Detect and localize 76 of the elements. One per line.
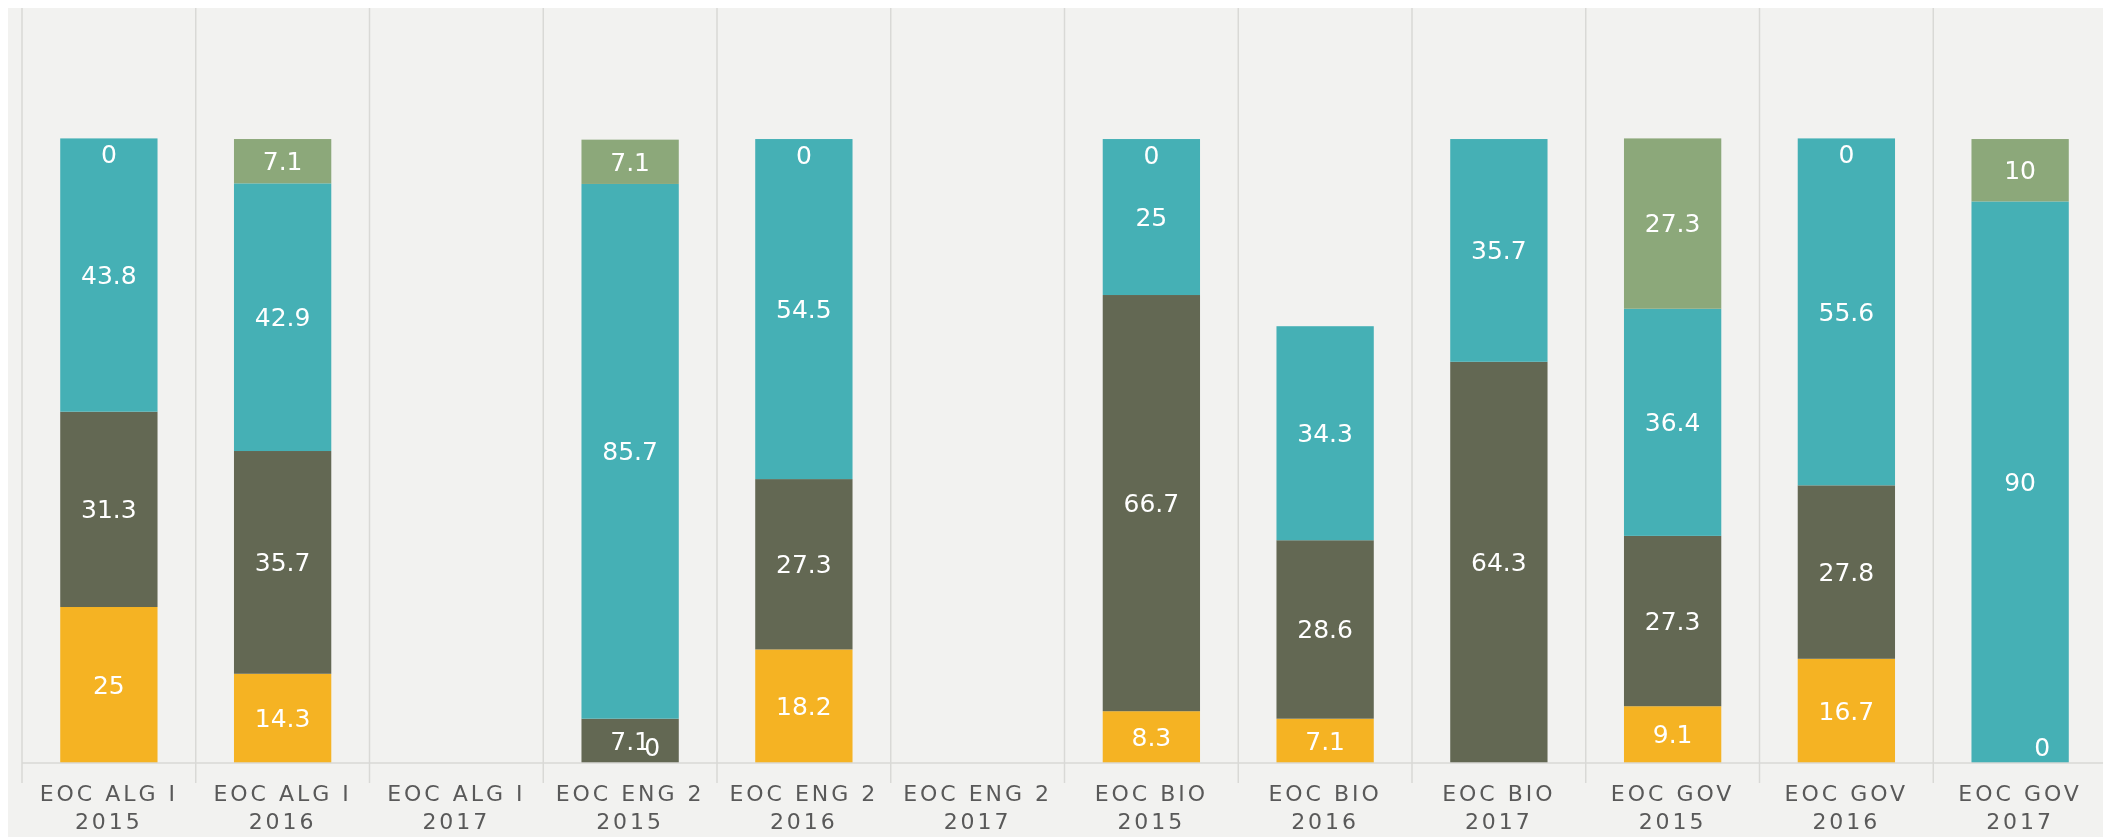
data-label: 28.6 — [1297, 615, 1353, 645]
bar — [60, 138, 158, 412]
data-label: 0 — [1143, 140, 1160, 170]
bar — [233, 183, 332, 452]
data-label: 90 — [2004, 467, 2037, 497]
x-tick-label: EOC ALG I 2015 — [39, 781, 179, 834]
bar — [581, 183, 679, 719]
bar — [233, 673, 332, 763]
bar — [1797, 138, 1896, 486]
bar — [60, 607, 158, 763]
data-label: 25 — [92, 670, 125, 700]
x-tick-label: EOC ENG 2 2016 — [729, 781, 879, 834]
data-label: 0 — [1838, 140, 1855, 170]
x-tick-label: EOC ALG I 2017 — [387, 781, 526, 834]
data-label: 16.7 — [1818, 696, 1875, 726]
bar — [1450, 139, 1548, 362]
bar — [755, 139, 853, 480]
bar — [1623, 308, 1722, 536]
bar — [1102, 711, 1201, 763]
data-label: 7.1 — [262, 146, 303, 176]
bar — [1623, 706, 1722, 763]
data-label: 27.3 — [776, 550, 832, 580]
data-label: 85.7 — [602, 437, 658, 467]
data-label: 8.3 — [1131, 722, 1172, 752]
data-label: 36.4 — [1644, 408, 1701, 438]
bar — [1971, 201, 2069, 763]
bar — [755, 649, 853, 763]
data-label: 27.3 — [1644, 606, 1701, 636]
x-tick-label: EOC BIO 2017 — [1442, 781, 1556, 834]
data-label: 54.5 — [776, 294, 832, 324]
bar — [1102, 295, 1201, 712]
x-tick-label: EOC GOV 2015 — [1610, 781, 1735, 834]
bar — [755, 479, 853, 650]
x-tick-label: EOC GOV 2017 — [1958, 781, 2082, 834]
data-label: 42.9 — [254, 302, 311, 332]
bar — [1276, 540, 1374, 719]
bar — [1450, 361, 1548, 763]
data-label: 7.1 — [610, 147, 651, 177]
annotation: 0 — [2034, 732, 2051, 762]
bar — [1797, 485, 1896, 659]
bar — [1102, 139, 1201, 296]
bar — [1276, 326, 1374, 541]
data-label: 0 — [100, 140, 117, 170]
bar — [1623, 535, 1722, 707]
data-label: 35.7 — [254, 548, 311, 578]
bar — [233, 451, 332, 674]
bar — [1276, 718, 1374, 763]
x-tick-label: EOC ENG 2 2015 — [555, 781, 705, 834]
x-tick-label: EOC GOV 2016 — [1784, 781, 1909, 834]
x-tick-label: EOC ENG 2 2017 — [903, 781, 1053, 834]
data-label: 27.8 — [1818, 557, 1875, 587]
bar — [581, 139, 679, 184]
data-label: 10 — [2004, 155, 2037, 185]
x-tick-label: EOC ALG I 2016 — [213, 781, 352, 834]
bar — [60, 411, 158, 608]
bar — [581, 718, 679, 763]
bar — [1797, 658, 1896, 763]
data-label: 0 — [795, 140, 812, 170]
data-label: 18.2 — [776, 691, 832, 721]
data-label: 66.7 — [1123, 488, 1180, 518]
data-label: 7.1 — [1305, 726, 1346, 756]
data-label: 64.3 — [1471, 548, 1527, 578]
x-tick-label: EOC BIO 2016 — [1268, 781, 1382, 834]
bar — [233, 139, 332, 184]
data-label: 34.3 — [1297, 418, 1353, 448]
bar — [1623, 138, 1722, 309]
data-label: 9.1 — [1652, 720, 1693, 750]
data-label: 35.7 — [1471, 236, 1527, 266]
data-label: 55.6 — [1818, 297, 1875, 327]
data-label: 31.3 — [81, 495, 137, 525]
bar — [1971, 139, 2069, 202]
data-label: 25 — [1135, 202, 1168, 232]
x-tick-label: EOC BIO 2015 — [1094, 781, 1209, 834]
data-label: 27.3 — [1644, 209, 1701, 239]
data-label: 43.8 — [81, 260, 137, 290]
data-label: 14.3 — [254, 704, 311, 734]
